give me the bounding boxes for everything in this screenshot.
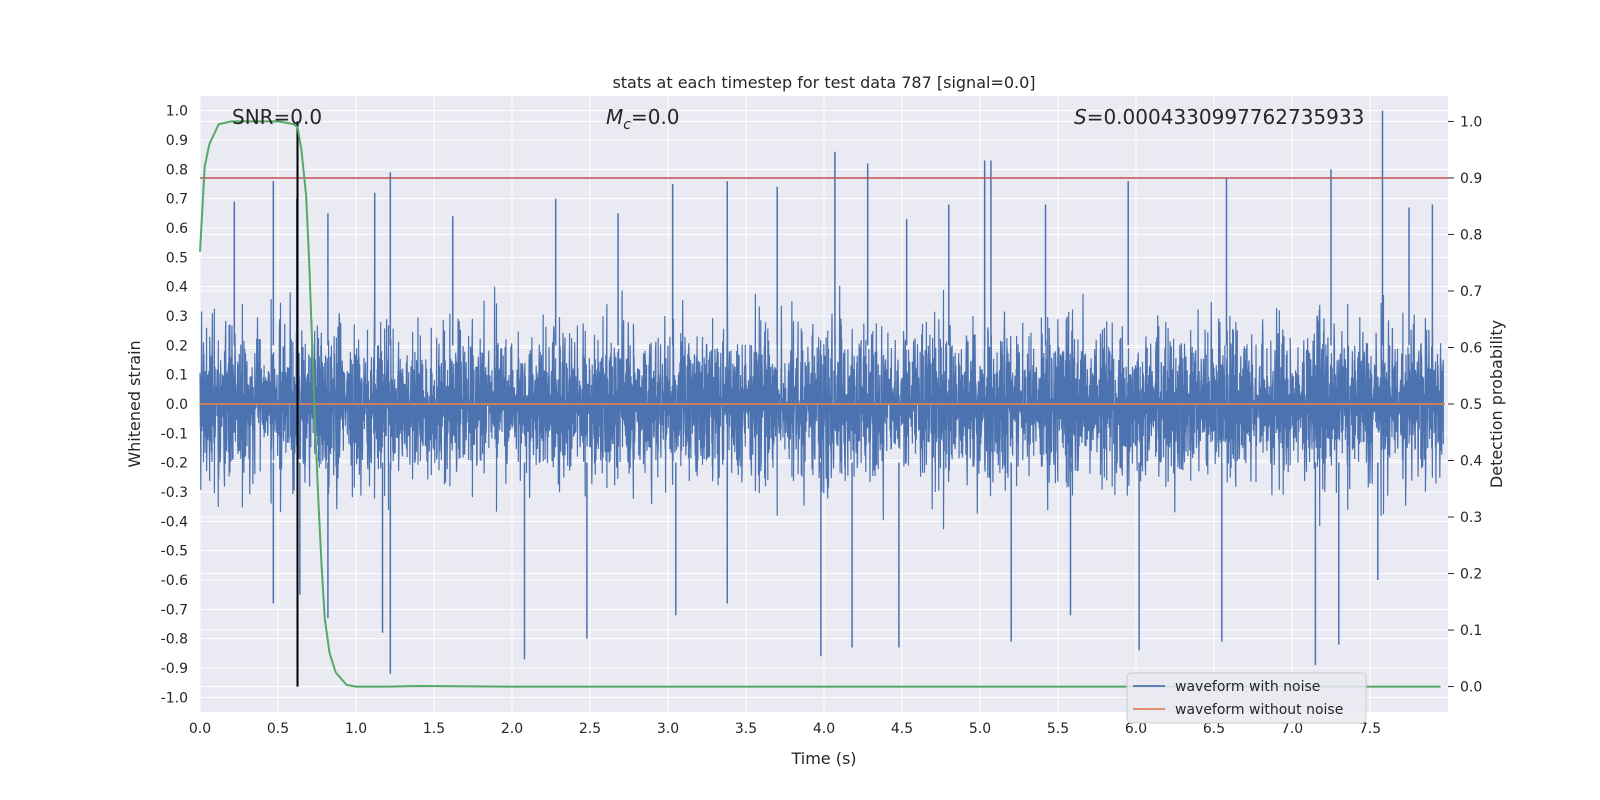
detection-probability-point <box>386 685 388 688</box>
detection-probability-point <box>208 143 210 145</box>
tick-layer: 0.0 0.5 1.0 1.5 2.0 2.5 3.0 3.5 4.0 4.5 5.0 5.5 6.0 6… <box>161 104 1483 737</box>
y-tick-label: 0.5 <box>166 250 188 266</box>
score-value: =0.0004330997762735933 <box>1087 105 1365 129</box>
y-tick-label: 0.1 <box>166 368 188 384</box>
detection-probability-point <box>305 194 307 196</box>
x-tick-label: 6.0 <box>1125 721 1147 737</box>
x-tick-label: 3.5 <box>735 721 757 737</box>
y-tick-label: -0.5 <box>161 544 188 560</box>
y-tick-label: -0.9 <box>161 661 188 677</box>
detection-probability-point <box>246 120 248 123</box>
y-axis-label: Whitened strain <box>125 340 144 467</box>
detection-probability-point <box>324 618 326 620</box>
legend-label-clean: waveform without noise <box>1175 702 1343 718</box>
y2-tick-label: 0.0 <box>1460 680 1482 696</box>
chirp-mass-annotation: Mc=0.0 <box>606 105 680 133</box>
detection-probability-point <box>277 120 279 123</box>
detection-probability-point <box>1439 685 1441 688</box>
legend-box <box>1126 672 1367 724</box>
y-tick-label: 0.9 <box>166 133 188 149</box>
x-tick-label: 7.5 <box>1359 721 1381 737</box>
detection-probability-point <box>308 262 310 264</box>
y-tick-label: -0.7 <box>161 602 188 618</box>
y-tick-label: -1.0 <box>161 690 188 706</box>
detection-probability-point <box>346 684 348 686</box>
x-tick-label: 0.5 <box>267 721 289 737</box>
detection-probability-point <box>317 505 320 507</box>
y2-tick-label: 0.7 <box>1460 284 1482 300</box>
x-tick-label: 7.0 <box>1281 721 1303 737</box>
x-tick-label: 0.0 <box>189 721 211 737</box>
detection-probability-point <box>328 652 331 654</box>
x-tick-label: 3.0 <box>657 721 679 737</box>
y2-axis-label: Detection probability <box>1487 320 1506 488</box>
y-tick-label: 0.8 <box>166 162 188 178</box>
snr-annotation: SNR=0.0 <box>232 105 322 129</box>
detection-probability-point <box>335 671 337 674</box>
y-tick-label: -0.4 <box>161 514 188 530</box>
x-tick-label: 2.5 <box>579 721 601 737</box>
y2-tick-label: 0.9 <box>1460 171 1482 187</box>
noise-waveform <box>199 110 1444 674</box>
y-tick-label: -0.2 <box>161 456 188 472</box>
y-tick-label: 0.7 <box>166 192 188 208</box>
noise-waveform-line <box>199 285 1444 530</box>
y-tick-label: 0.4 <box>166 280 188 296</box>
x-tick-label: 6.5 <box>1203 721 1225 737</box>
y2-tick-label: 0.2 <box>1460 567 1482 583</box>
score-symbol: S <box>1074 105 1087 129</box>
y2-tick-label: 0.6 <box>1460 340 1482 356</box>
x-axis-label: Time (s) <box>790 749 856 768</box>
series-layer <box>199 120 1448 688</box>
detection-probability-point <box>355 685 357 688</box>
x-tick-label: 1.5 <box>423 721 445 737</box>
detection-probability-point <box>293 123 295 125</box>
y-tick-label: 1.0 <box>166 104 188 120</box>
x-tick-label: 4.0 <box>813 721 835 737</box>
y2-tick-label: 1.0 <box>1460 114 1482 130</box>
detection-probability-point <box>218 123 220 125</box>
y2-tick-label: 0.4 <box>1460 454 1482 470</box>
y-tick-label: -0.1 <box>161 426 188 442</box>
y-tick-label: -0.3 <box>161 485 188 501</box>
y-tick-label: 0.3 <box>166 309 188 325</box>
chart-title: stats at each timestep for test data 787… <box>612 73 1035 92</box>
detection-probability-point <box>296 126 299 128</box>
y2-tick-label: 0.1 <box>1460 623 1482 639</box>
y-tick-label: -0.8 <box>161 632 188 648</box>
score-annotation: S=0.0004330997762735933 <box>1074 105 1364 129</box>
x-tick-label: 5.0 <box>969 721 991 737</box>
detection-probability-point <box>261 120 263 123</box>
x-tick-label: 2.0 <box>501 721 523 737</box>
detection-probability-point <box>199 250 201 253</box>
x-tick-label: 4.5 <box>891 721 913 737</box>
x-tick-label: 5.5 <box>1047 721 1069 737</box>
detection-probability-point <box>204 166 206 168</box>
detection-probability-point <box>285 121 287 124</box>
y2-tick-label: 0.3 <box>1460 510 1482 526</box>
legend: waveform with noise waveform without noi… <box>1126 672 1367 724</box>
y-tick-label: -0.6 <box>161 573 188 589</box>
y2-tick-label: 0.5 <box>1460 397 1482 413</box>
y-tick-label: 0.6 <box>166 221 188 237</box>
detection-probability-point <box>511 685 513 688</box>
chirp-mass-symbol: M <box>606 105 623 129</box>
detection-probability-point <box>311 346 313 349</box>
detection-probability-point <box>314 431 317 433</box>
y-tick-label: 0.0 <box>166 397 188 413</box>
detection-probability-point <box>321 567 323 569</box>
detection-probability-point <box>417 685 419 687</box>
y2-tick-label: 0.8 <box>1460 227 1482 243</box>
chirp-mass-subscript: c <box>623 117 631 133</box>
y-tick-label: 0.2 <box>166 338 188 354</box>
x-tick-label: 1.0 <box>345 721 367 737</box>
detection-probability-point <box>230 120 232 123</box>
detection-probability-point <box>300 149 302 151</box>
chirp-mass-value: =0.0 <box>631 105 680 129</box>
detection-probability-point <box>823 685 825 688</box>
legend-label-noise: waveform with noise <box>1175 679 1320 695</box>
